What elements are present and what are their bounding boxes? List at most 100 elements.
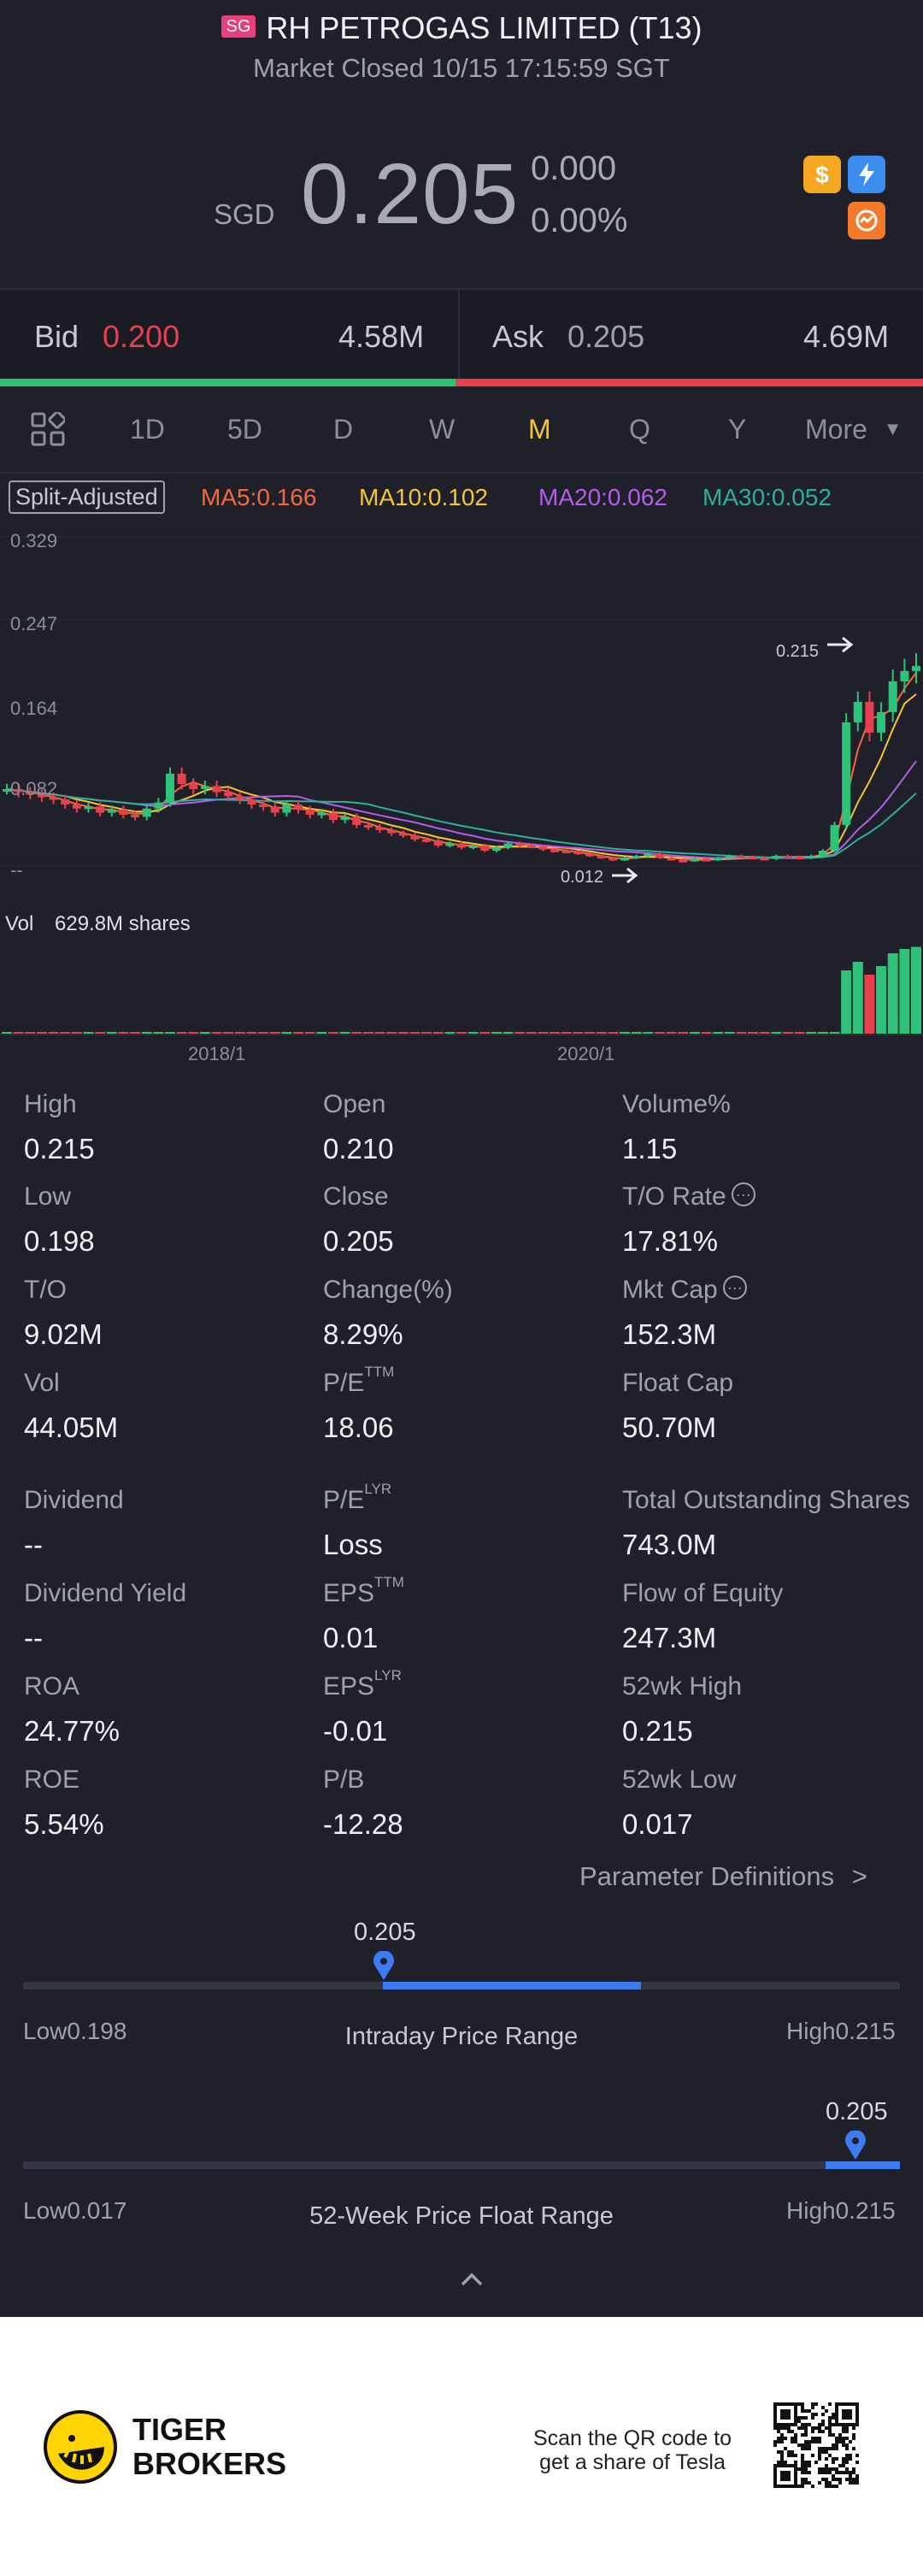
intraday-high-value: 0.215 (835, 2018, 896, 2044)
qr-module (801, 2416, 804, 2420)
qr-module (849, 2413, 852, 2416)
candle-body (247, 799, 256, 805)
volume-bar (771, 1032, 782, 1035)
qr-module (808, 2409, 811, 2413)
brand-line1: TIGER (132, 2412, 227, 2447)
more-info-icon[interactable]: ··· (722, 1276, 747, 1300)
qr-module (828, 2433, 832, 2437)
stat-flow-equity-label: Flow of Equity (622, 1579, 784, 1607)
qr-module (804, 2478, 808, 2481)
volume-bar (164, 1032, 175, 1035)
qr-module (845, 2471, 849, 2474)
intraday-high: High0.215 (786, 2018, 896, 2045)
qr-module (821, 2447, 825, 2450)
flash-icon[interactable] (848, 156, 885, 193)
qr-module (849, 2471, 852, 2474)
volume-label: Vol (5, 912, 33, 935)
qr-module (821, 2413, 825, 2416)
brand-name: TIGER BROKERS (132, 2413, 286, 2481)
price-chart[interactable]: 0.329 0.247 0.164 0.082 -- 0.215 0.012 V… (0, 513, 923, 1064)
parameter-definitions-link[interactable]: Parameter Definitions > (579, 1861, 867, 1892)
qr-module (801, 2447, 804, 2450)
qr-module (801, 2433, 804, 2437)
volume-bar (141, 1032, 152, 1035)
qr-module (821, 2430, 825, 2433)
tab-m[interactable]: M (528, 414, 551, 445)
qr-module (804, 2464, 808, 2467)
volume-bar (339, 1032, 350, 1035)
quote-header: SG RH PETROGAS LIMITED (T13) Market Close… (0, 0, 923, 286)
qr-module (787, 2454, 791, 2457)
tab-1d[interactable]: 1D (130, 414, 165, 445)
qr-code-icon[interactable] (773, 2402, 859, 2488)
chart-grid-icon[interactable] (31, 410, 67, 451)
stat-close-label: Close (323, 1182, 389, 1211)
qr-module (787, 2430, 791, 2433)
promo-footer: TIGER BROKERS Scan the QR code to get a … (0, 2317, 923, 2576)
week52-title: 52-Week Price Float Range (309, 2202, 614, 2230)
tab-5d[interactable]: 5D (227, 414, 262, 445)
qr-module (787, 2485, 791, 2488)
qr-module (832, 2467, 835, 2471)
qr-module (773, 2443, 777, 2447)
tab-q[interactable]: Q (629, 414, 650, 445)
candle-body (410, 834, 420, 840)
qr-module (845, 2461, 849, 2464)
candle-body (317, 812, 326, 816)
qr-module (825, 2464, 828, 2467)
qr-module (845, 2447, 849, 2450)
qr-module (818, 2471, 821, 2474)
candle-body (830, 824, 839, 851)
qr-module (821, 2423, 825, 2426)
intraday-high-label: High (786, 2018, 836, 2044)
stat-high-label: High (24, 1090, 77, 1118)
candle-body (608, 858, 618, 861)
candle-body (491, 847, 501, 851)
dollar-icon[interactable]: $ (803, 156, 841, 193)
tab-y[interactable]: Y (728, 414, 747, 445)
candle-body (515, 843, 525, 846)
volume-bar (526, 1032, 537, 1035)
stat-eps-ttm-label: EPSTTM (323, 1574, 404, 1608)
volume-bar (899, 949, 910, 1035)
volume-bar (281, 1032, 292, 1035)
stat-total-shares-value: 743.0M (622, 1529, 717, 1560)
qr-module (794, 2416, 797, 2420)
qr-module (794, 2433, 797, 2437)
chevron-up-icon[interactable] (460, 2271, 484, 2288)
volume-bar (188, 1032, 199, 1035)
tab-more[interactable]: More ▼ (805, 414, 902, 445)
qr-module (811, 2402, 814, 2406)
volume-bar (444, 1032, 456, 1035)
volume-bar (316, 1032, 327, 1035)
intraday-low: Low0.198 (23, 2018, 126, 2045)
volume-bar (176, 1032, 187, 1035)
qr-module (828, 2420, 832, 2423)
volume-bar (852, 962, 863, 1035)
split-adjusted-button[interactable]: Split-Adjusted (9, 480, 165, 514)
volume-bar (514, 1032, 526, 1035)
qr-module (777, 2464, 780, 2467)
qr-module (835, 2447, 838, 2450)
qr-module (787, 2450, 791, 2454)
qr-module (794, 2461, 797, 2464)
options-icon[interactable] (848, 202, 885, 239)
tab-w[interactable]: W (429, 414, 456, 445)
qr-module (832, 2478, 835, 2481)
qr-module (828, 2471, 832, 2474)
more-info-icon[interactable]: ··· (731, 1182, 755, 1207)
qr-module (787, 2402, 791, 2406)
qr-module (855, 2481, 859, 2485)
qr-module (832, 2447, 835, 2450)
qr-module (787, 2474, 791, 2478)
qr-module (777, 2485, 780, 2488)
y-tick-2: 0.164 (10, 698, 57, 719)
candle-body (445, 843, 455, 846)
tab-d[interactable]: D (333, 414, 354, 445)
qr-module (818, 2440, 821, 2443)
parameter-definitions-label: Parameter Definitions (579, 1861, 835, 1891)
qr-module (801, 2426, 804, 2430)
qr-module (832, 2423, 835, 2426)
qr-module (791, 2423, 794, 2426)
candle-body (259, 804, 268, 807)
